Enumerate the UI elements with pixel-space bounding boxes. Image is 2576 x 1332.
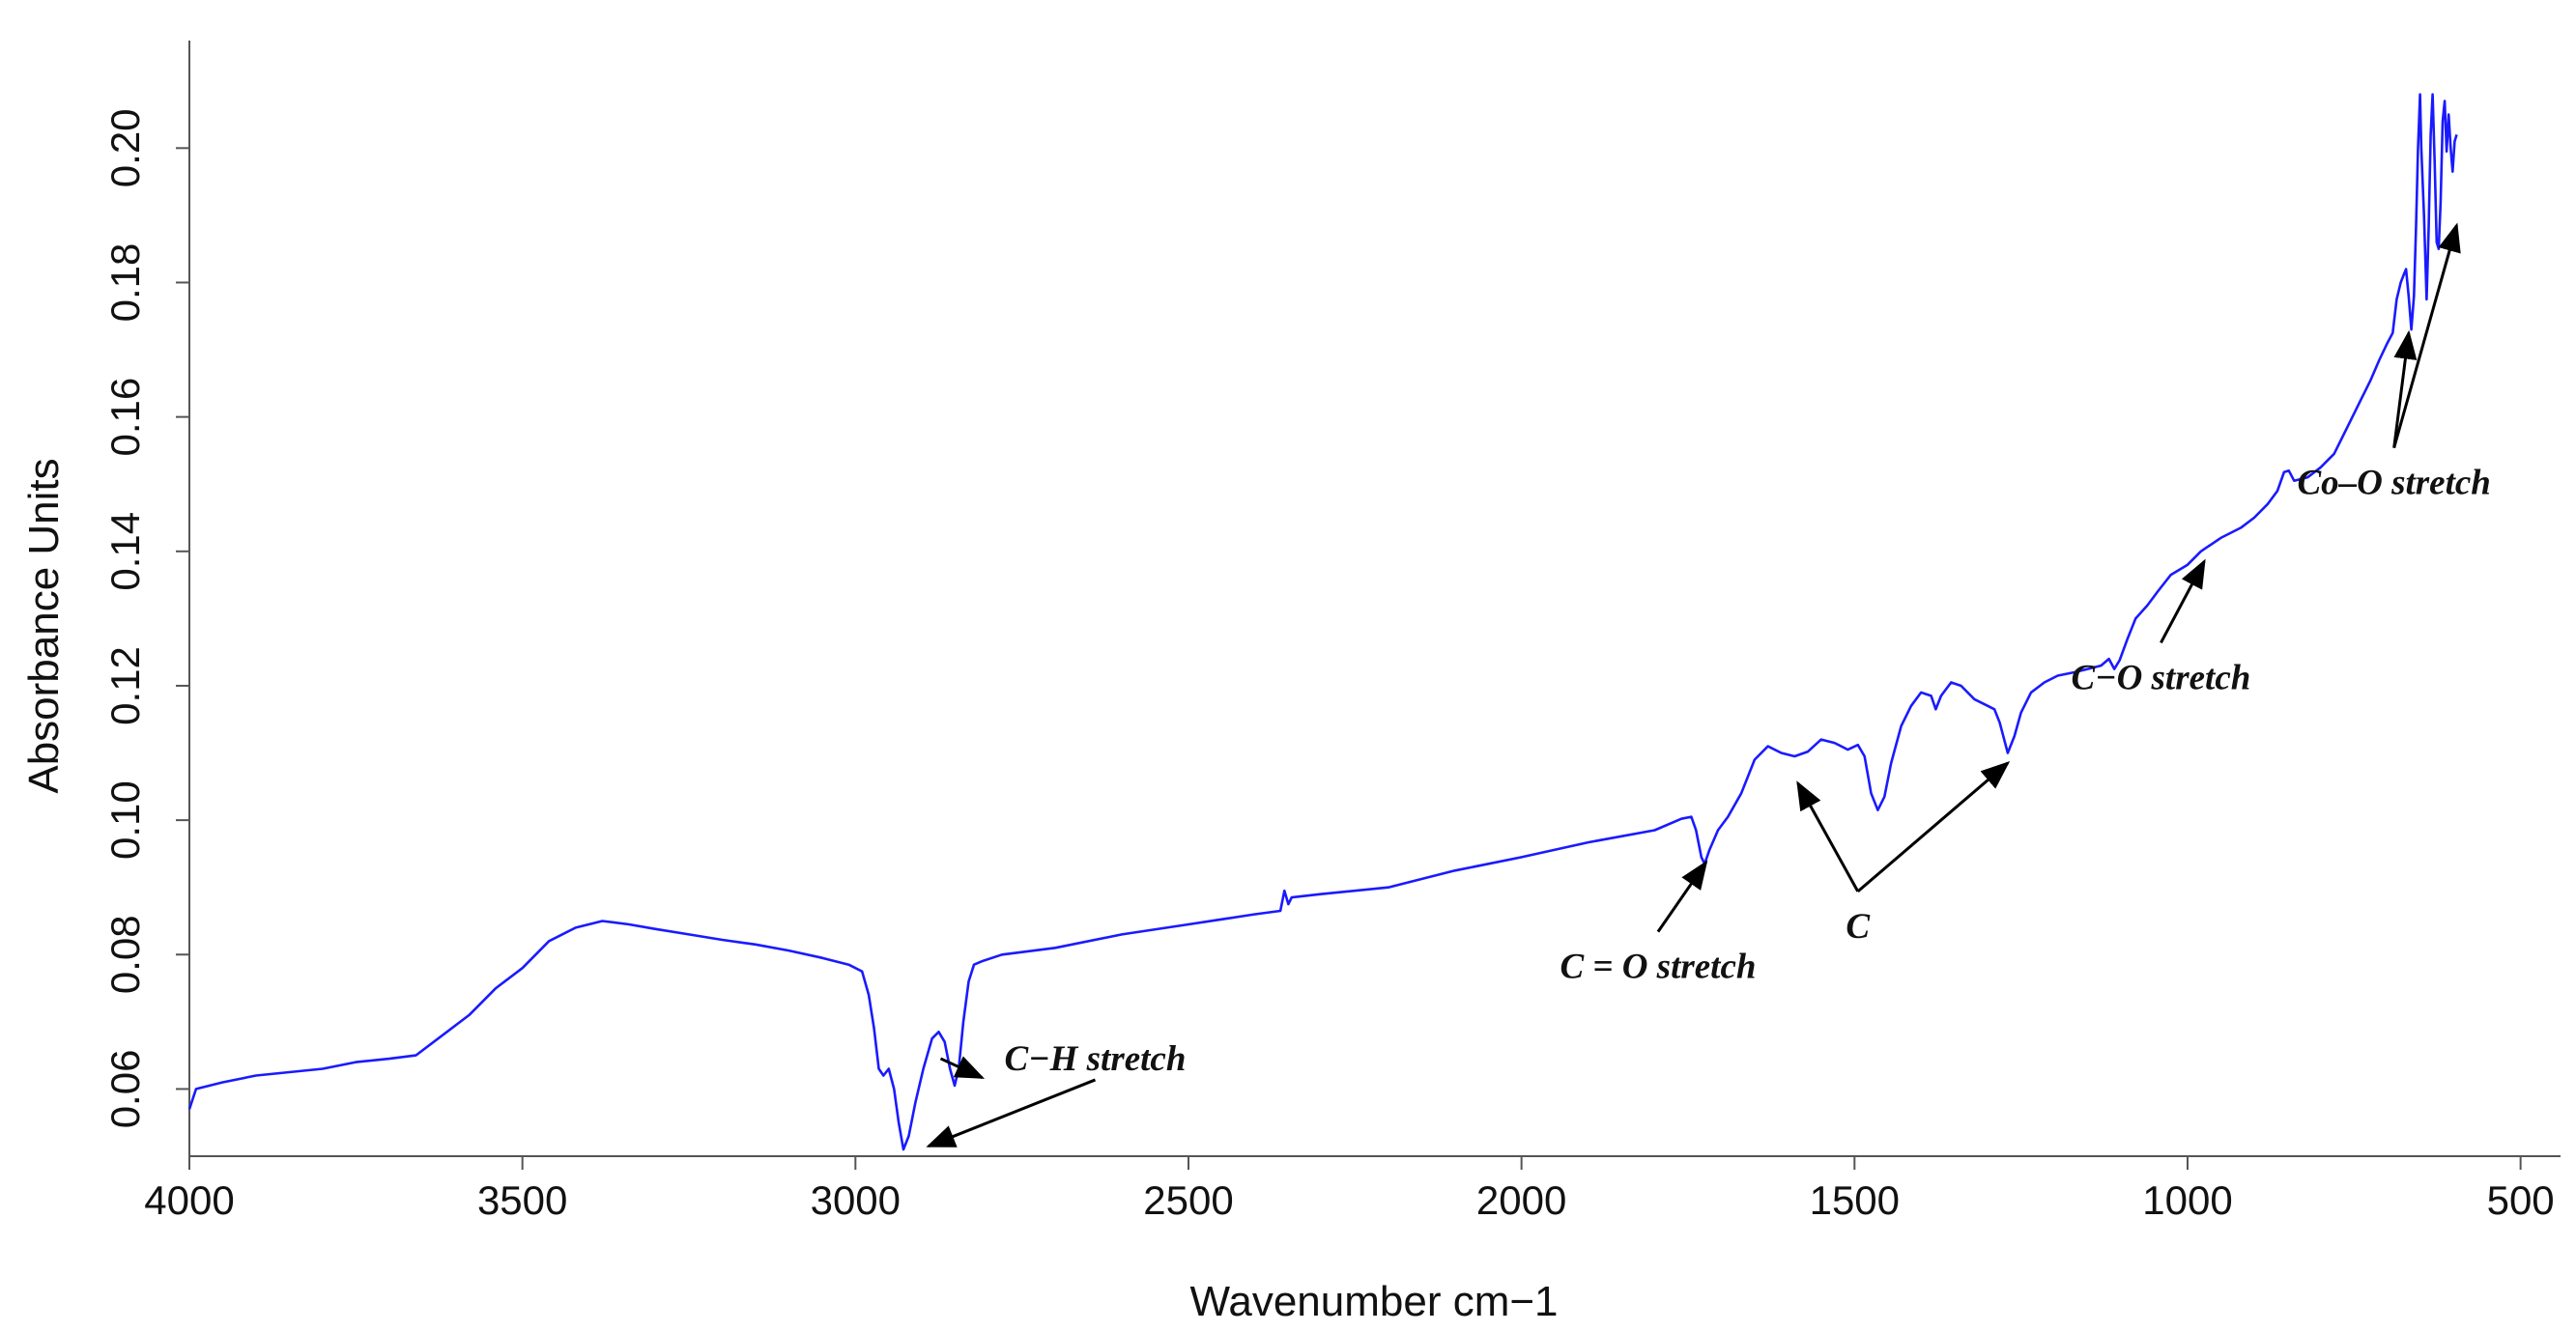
annotation-arrow: [1656, 860, 1708, 933]
x-tick-label: 500: [2487, 1177, 2555, 1223]
x-axis-ticks: 4000 3500 3000 2500 2000 1500 1000 500: [144, 1156, 2555, 1223]
annotation-arrow: [2392, 222, 2461, 449]
y-tick-label: 0.10: [102, 780, 148, 860]
x-axis-title: Wavenumber cm−1: [1189, 1278, 1558, 1325]
annotation-arrow: [939, 1056, 986, 1079]
y-tick-label: 0.18: [102, 243, 148, 323]
annotation-arrow: [926, 1078, 1097, 1148]
x-tick-label: 1000: [2142, 1177, 2232, 1223]
x-tick-label: 3000: [811, 1177, 901, 1223]
y-tick-label: 0.12: [102, 646, 148, 725]
annotation-arrow: [1796, 780, 1860, 893]
y-axis-ticks: 0.06 0.08 0.10 0.12 0.14 0.16 0.18 0.20: [102, 108, 189, 1128]
x-tick-label: 2000: [1476, 1177, 1566, 1223]
plot-area: [187, 93, 2458, 1151]
annotation-arrow: [1856, 761, 2011, 893]
annotation-label: C: [1846, 907, 1871, 947]
x-tick-label: 2500: [1143, 1177, 1233, 1223]
annotation-arrow: [2392, 329, 2418, 448]
y-tick-label: 0.06: [102, 1050, 148, 1129]
y-tick-label: 0.08: [102, 915, 148, 994]
y-axis-title: Absorbance Units: [20, 458, 68, 793]
annotation-label: C−H stretch: [1005, 1039, 1187, 1079]
x-tick-label: 3500: [477, 1177, 567, 1223]
annotation-label: Co–O stretch: [2297, 464, 2490, 503]
y-tick-label: 0.14: [102, 512, 148, 591]
y-tick-label: 0.16: [102, 378, 148, 457]
annotation-label: C−O stretch: [2071, 658, 2250, 697]
x-tick-label: 1500: [1810, 1177, 1900, 1223]
x-tick-label: 4000: [144, 1177, 234, 1223]
spectrum-line: [187, 93, 2458, 1151]
y-tick-label: 0.20: [102, 108, 148, 187]
annotation-arrow: [2160, 558, 2206, 644]
axes: [188, 41, 2561, 1157]
annotation-label: C = O stretch: [1560, 948, 1756, 987]
annotations: C−H stretch C = O stretch C C−O stretch Co–O…: [926, 222, 2491, 1148]
